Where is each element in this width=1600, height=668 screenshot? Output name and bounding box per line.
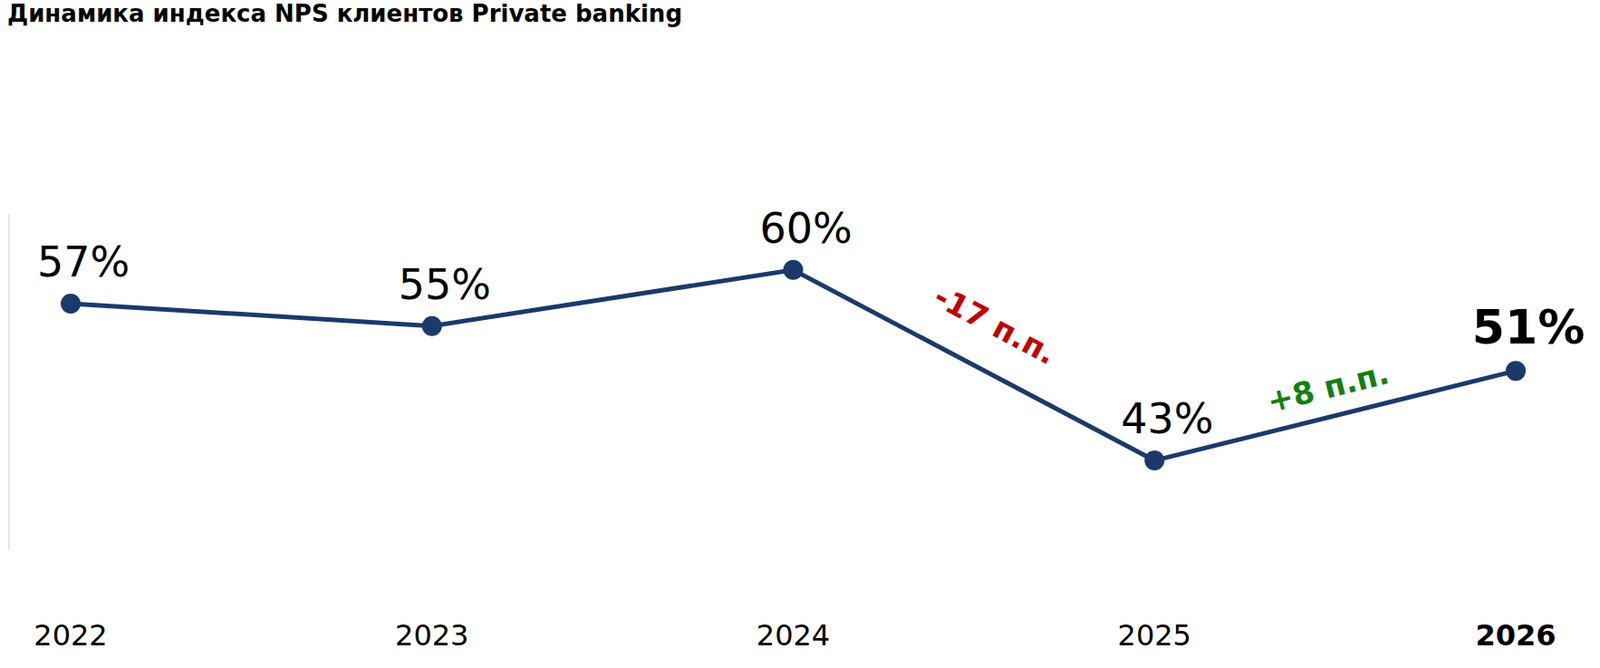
- svg-text:-17 п.п.: -17 п.п.: [927, 278, 1062, 373]
- svg-text:60%: 60%: [759, 203, 852, 253]
- svg-text:55%: 55%: [398, 260, 492, 309]
- svg-text:51%: 51%: [1472, 299, 1585, 355]
- svg-text:2024: 2024: [756, 617, 830, 653]
- svg-text:2026: 2026: [1474, 617, 1556, 653]
- svg-text:+8 п.п.: +8 п.п.: [1263, 354, 1393, 420]
- svg-text:43%: 43%: [1120, 394, 1214, 444]
- svg-text:2023: 2023: [395, 617, 469, 653]
- html-text:Динамика индекса NPS клиентов: Динамика индекса NPS клиентов Private ba…: [7, 0, 683, 28]
- svg-text:2022: 2022: [33, 617, 107, 653]
- svg-text:2025: 2025: [1118, 617, 1192, 653]
- svg-text:57%: 57%: [37, 237, 130, 287]
